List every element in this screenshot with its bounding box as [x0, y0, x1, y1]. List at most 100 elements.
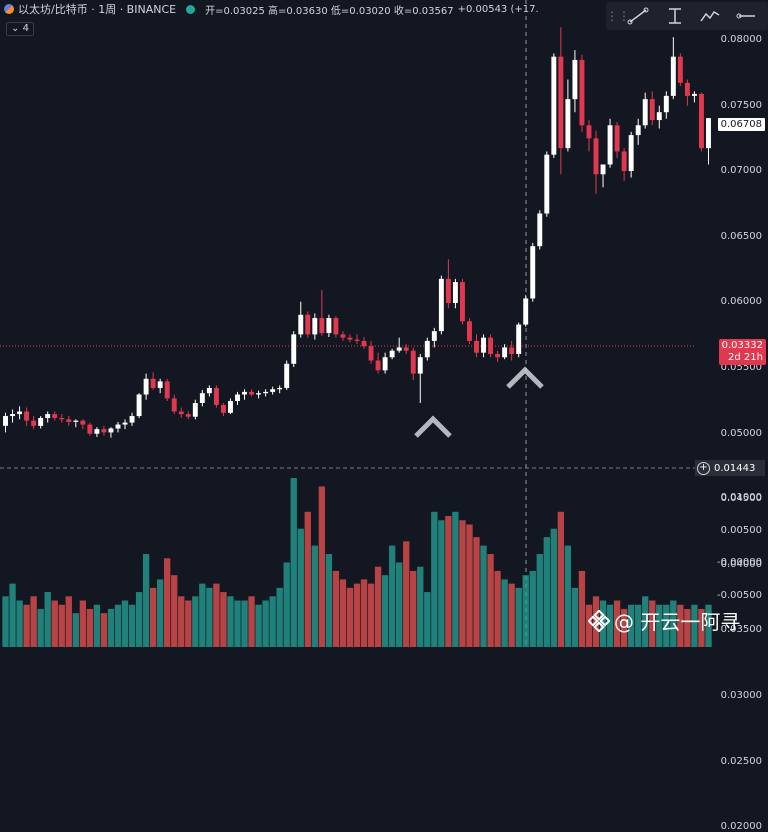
candle-body	[530, 246, 536, 299]
candle-body	[136, 394, 142, 417]
watermark-text: @ 开云一阿寻	[614, 610, 741, 634]
volume-bar	[550, 528, 557, 647]
price-tick-label: 0.06000	[720, 296, 762, 308]
volume-bar	[374, 566, 382, 647]
volume-bar	[262, 600, 269, 647]
candle-body	[354, 339, 360, 341]
candle-body	[424, 340, 430, 358]
candle-body	[291, 334, 297, 364]
volume-bar	[529, 570, 536, 647]
volume-tick-label: 0.00500	[720, 524, 762, 536]
volume-bar	[508, 583, 515, 647]
candle-body	[326, 318, 332, 334]
candle-body	[375, 360, 381, 371]
candle-body	[431, 331, 437, 341]
add-icon[interactable]: +	[697, 461, 710, 475]
volume-bar	[65, 596, 72, 647]
volume-bar	[431, 511, 438, 647]
candle-body	[558, 56, 564, 149]
price-tick-label: 0.05500	[720, 362, 762, 373]
candle-body	[73, 420, 79, 422]
volume-bar	[649, 600, 656, 647]
volume-bar	[164, 558, 171, 647]
volume-bar	[642, 596, 649, 647]
change-value: +0.00543 (+17.	[457, 3, 539, 15]
candle-body	[171, 398, 177, 412]
candle-body	[52, 414, 58, 419]
volume-bar	[346, 587, 354, 647]
horizontal-line-icon[interactable]	[728, 2, 764, 30]
volume-bar	[297, 528, 304, 647]
price-tick-label: 0.03000	[720, 690, 762, 701]
trend-line-icon[interactable]	[620, 2, 656, 30]
drawing-toolbar: ⋮⋮	[606, 2, 768, 30]
candle-body	[635, 125, 641, 136]
candle-body	[452, 282, 458, 304]
crosshair-volume: 0.01443	[714, 462, 756, 474]
candle-body	[24, 411, 30, 421]
volume-bar	[318, 486, 326, 647]
volume-bar	[656, 604, 663, 647]
candle-body	[649, 99, 655, 121]
candle-body	[417, 357, 423, 374]
price-tick-label: 0.05000	[720, 427, 762, 439]
volume-bar	[515, 587, 522, 647]
candle-body	[607, 125, 613, 165]
symbol-title[interactable]: 以太坊/比特币 · 1周 · BINANCE	[18, 3, 177, 16]
volume-bar	[353, 583, 361, 647]
candle-body	[698, 93, 704, 149]
volume-tick-label: -0.00000	[717, 557, 762, 568]
volume-bar	[536, 554, 543, 647]
candle-body	[45, 414, 51, 419]
volume-bar	[564, 545, 572, 647]
candle-body	[150, 378, 156, 388]
candle-body	[164, 381, 170, 399]
candle-body	[481, 337, 486, 353]
volume-bar	[585, 604, 593, 647]
candle-body	[502, 347, 508, 358]
candle-body	[94, 429, 100, 434]
candle-body	[80, 420, 86, 425]
chart-area[interactable]	[0, 0, 768, 647]
volume-bar	[23, 604, 30, 647]
price-range-icon[interactable]	[656, 2, 692, 30]
volume-bar	[213, 583, 220, 647]
candle-body	[270, 389, 276, 392]
candle-body	[284, 363, 290, 388]
candle-body	[642, 99, 648, 126]
candle-body	[474, 340, 479, 353]
candle-body	[593, 138, 599, 175]
volume-bar	[100, 613, 108, 647]
candle-body	[31, 420, 37, 426]
volume-bar	[627, 604, 635, 647]
candle-body	[122, 422, 128, 425]
volume-bar	[571, 587, 579, 647]
volume-bar	[220, 592, 227, 647]
candle-body	[305, 314, 311, 335]
candle-body	[199, 393, 205, 403]
indicators-toggle[interactable]: ⌄ 4	[6, 22, 34, 36]
candle-body	[579, 59, 585, 126]
volume-bar	[494, 570, 501, 647]
price-tick-label: 0.04500	[720, 493, 762, 505]
path-icon[interactable]	[692, 2, 728, 30]
volume-bar	[360, 579, 368, 647]
volume-bar	[283, 562, 290, 647]
candle-body	[333, 318, 339, 335]
volume-bar	[578, 570, 586, 647]
candle-body	[516, 324, 522, 354]
volume-bar	[543, 537, 550, 647]
ohlc-values: 开=0.03025 高=0.03630 低=0.03020 收=0.03567	[205, 5, 454, 17]
volume-bar	[670, 600, 677, 647]
price-tick-label: 0.04000	[720, 558, 762, 570]
price-tick-label: 0.03500	[720, 624, 762, 636]
candle-body	[101, 429, 107, 433]
candle-body	[108, 428, 114, 433]
volume-bar	[403, 541, 410, 647]
volume-bar	[424, 592, 431, 647]
volume-series	[2, 478, 712, 647]
volume-bar	[367, 583, 375, 647]
volume-bar	[684, 608, 691, 647]
bar-countdown: 2d 21h	[728, 352, 763, 363]
drag-handle[interactable]: ⋮⋮	[606, 9, 630, 23]
